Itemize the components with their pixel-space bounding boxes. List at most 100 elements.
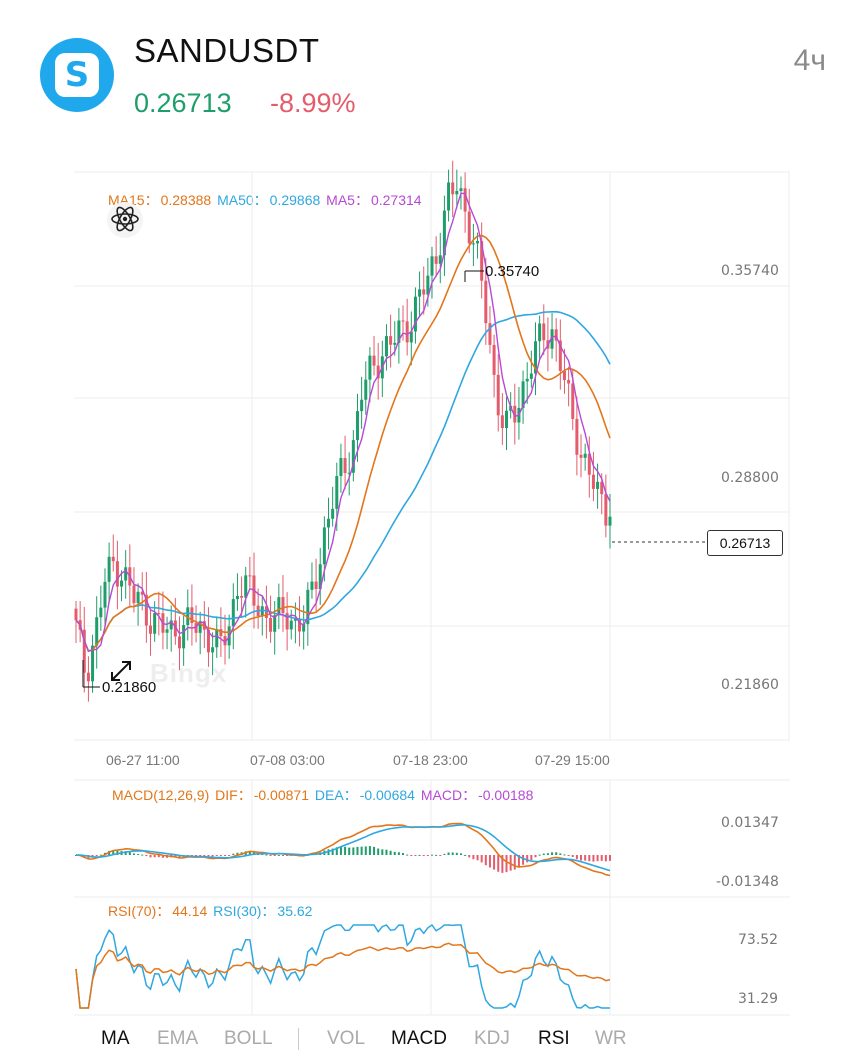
ma15-line xyxy=(75,234,611,652)
macd-bar xyxy=(509,855,512,871)
candle-body xyxy=(426,275,430,295)
macd-bar xyxy=(418,854,421,856)
rsi30-value: 35.62 xyxy=(277,903,313,919)
dif-value: -0.00871 xyxy=(253,787,309,803)
candle-body xyxy=(310,581,314,590)
macd-bar xyxy=(468,855,471,858)
macd-bar xyxy=(381,849,384,855)
macd-bar xyxy=(364,846,367,855)
candle-body xyxy=(281,597,285,614)
candle-body xyxy=(306,589,310,625)
macd-bar xyxy=(137,854,140,856)
candle-body xyxy=(74,608,78,621)
macd-bar xyxy=(368,846,371,855)
macd-bar xyxy=(207,855,210,857)
tab-wr[interactable]: WR xyxy=(595,1028,627,1049)
ma5-value: 0.27314 xyxy=(370,192,422,208)
candle-body xyxy=(182,625,186,649)
candle-body xyxy=(277,597,281,616)
candle-body xyxy=(562,370,566,380)
macd-bar xyxy=(538,854,541,856)
candle-body xyxy=(327,518,331,528)
candle-body xyxy=(186,607,190,626)
macd-bar xyxy=(128,852,131,855)
rsi-y-tick-top: 73.52 xyxy=(738,932,779,948)
x-tick-2: 07-08 03:00 xyxy=(250,752,325,768)
tab-vol[interactable]: VOL xyxy=(327,1028,366,1049)
candle-body xyxy=(430,256,434,276)
candle-body xyxy=(600,481,604,495)
macd-legend: MACD(12,26,9) DIF： -0.00871 DEA： -0.00684 … xyxy=(112,785,535,805)
candle-body xyxy=(587,453,591,475)
candle-body xyxy=(542,323,546,341)
macd-y-tick-bottom: -0.01348 xyxy=(716,874,779,890)
tab-kdj[interactable]: KDJ xyxy=(474,1028,510,1049)
macd-bar xyxy=(571,855,574,857)
high-price-label: 0.35740 xyxy=(485,263,540,280)
macd-bar xyxy=(464,854,467,856)
candle-body xyxy=(231,599,235,627)
candle-body xyxy=(409,331,413,343)
symbol-title: SANDUSDT xyxy=(134,32,320,69)
candle-body xyxy=(355,411,359,441)
tab-rsi[interactable]: RSI xyxy=(538,1028,570,1049)
tab-boll[interactable]: BOLL xyxy=(224,1028,273,1049)
macd-bar xyxy=(488,855,491,868)
macd-bar xyxy=(269,855,272,856)
candle-body xyxy=(467,211,471,244)
candle-body xyxy=(219,629,223,637)
macd-bar xyxy=(443,853,446,855)
macd-bar xyxy=(335,847,338,855)
candle-body xyxy=(484,280,488,324)
candle-body xyxy=(583,453,587,458)
macd-histogram xyxy=(75,846,611,873)
y-tick-mid: 0.28800 xyxy=(721,470,779,486)
candle-body xyxy=(144,594,148,626)
rsi70-line xyxy=(75,942,611,1009)
tab-ma[interactable]: MA xyxy=(101,1028,130,1049)
candle-body xyxy=(463,188,467,212)
candle-body xyxy=(95,617,99,646)
macd-bar xyxy=(339,846,342,855)
macd-bar xyxy=(588,855,591,862)
macd-bar xyxy=(373,846,376,855)
dif-label: DIF： xyxy=(215,787,252,803)
candle-body xyxy=(393,342,397,345)
macd-bar xyxy=(397,852,400,855)
indicator-tabs: MA EMA BOLL VOL MACD KDJ RSI WR xyxy=(0,1022,864,1056)
candle-body xyxy=(82,629,86,673)
macd-bar xyxy=(559,853,562,855)
expand-arrows-icon xyxy=(111,661,131,681)
candle-body xyxy=(140,591,144,595)
sand-logo: S xyxy=(40,38,114,112)
macd-title: MACD(12,26,9) xyxy=(112,787,210,803)
macd-bar xyxy=(435,854,438,856)
tab-macd[interactable]: MACD xyxy=(391,1028,447,1049)
candle-body xyxy=(525,378,529,382)
macd-bar xyxy=(277,854,280,856)
candle-body xyxy=(335,476,339,509)
candle-body xyxy=(389,336,393,345)
macd-bar xyxy=(402,852,405,855)
macd-bar xyxy=(124,851,127,855)
atom-settings-icon[interactable] xyxy=(104,200,146,240)
candle-body xyxy=(538,323,542,342)
candle-body xyxy=(115,561,119,587)
macd-bar xyxy=(178,855,181,859)
ma5-line xyxy=(75,192,611,652)
candle-body xyxy=(190,607,194,624)
candle-body xyxy=(596,481,600,489)
candle-body xyxy=(318,564,322,590)
macd-bar xyxy=(530,855,533,861)
candle-body xyxy=(591,474,595,489)
candle-body xyxy=(273,615,277,632)
macd-bar xyxy=(431,854,433,856)
x-tick-1: 06-27 11:00 xyxy=(106,752,180,768)
candle-body xyxy=(505,410,509,429)
candle-body xyxy=(157,613,161,615)
candle-body xyxy=(351,440,355,473)
macd-bar xyxy=(584,855,587,861)
interval-selector[interactable]: 4ч xyxy=(793,44,826,77)
tab-ema[interactable]: EMA xyxy=(157,1028,199,1049)
